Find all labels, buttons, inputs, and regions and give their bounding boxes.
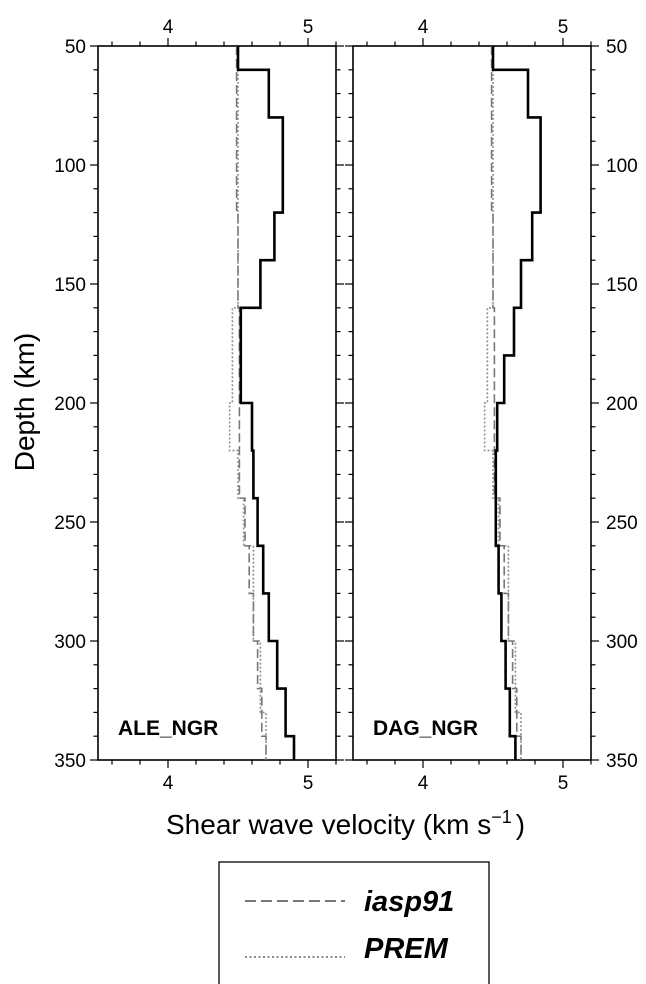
- y-tick-label-right-350: 350: [606, 751, 638, 772]
- x-axis-title-sup: −1: [491, 807, 512, 827]
- x-tick-label-bottom-ale-ngr-5: 5: [303, 773, 314, 794]
- x-tick-label-top-ale-ngr-4: 4: [163, 17, 174, 38]
- y-tick-label-left-300: 300: [54, 632, 86, 653]
- y-tick-label-left-50: 50: [65, 37, 86, 58]
- x-tick-label-top-ale-ngr-5: 5: [303, 17, 314, 38]
- y-tick-label-right-250: 250: [606, 513, 638, 534]
- panel-frame-dag-ngr: [352, 45, 592, 761]
- y-axis-title: Depth (km): [9, 333, 40, 471]
- y-tick-label-left-200: 200: [54, 394, 86, 415]
- reference-line-iasp91-dag-ngr: [490, 46, 522, 760]
- y-tick-label-left-100: 100: [54, 156, 86, 177]
- x-tick-label-bottom-dag-ngr-4: 4: [418, 773, 429, 794]
- x-axis-title: Shear wave velocity (km s−1): [166, 807, 525, 840]
- legend-label-iasp91: iasp91: [364, 886, 454, 918]
- x-tick-label-bottom-ale-ngr-4: 4: [163, 773, 174, 794]
- station-label-dag-ngr: DAG_NGR: [373, 717, 478, 740]
- panel-ale-ngr: 4 4 5 5 ALE_NGR: [90, 17, 344, 794]
- x-axis-title-main: Shear wave velocity (km s: [166, 809, 491, 840]
- y-tick-label-left-150: 150: [54, 275, 86, 296]
- panel-frame-ale-ngr: [97, 45, 337, 761]
- y-tick-label-left-350: 350: [54, 751, 86, 772]
- right-depth-axis: 50 100 150 200 250 300 350: [606, 37, 638, 772]
- left-depth-axis: 50 100 150 200 250 300 350: [54, 37, 86, 772]
- y-tick-label-right-100: 100: [606, 156, 638, 177]
- x-tick-label-top-dag-ngr-4: 4: [418, 17, 429, 38]
- legend-frame: [218, 861, 490, 984]
- station-model-line-ale-ngr: [236, 46, 296, 760]
- y-tick-label-right-200: 200: [606, 394, 638, 415]
- y-tick-label-right-300: 300: [606, 632, 638, 653]
- station-model-line-dag-ngr: [491, 46, 542, 760]
- panel-dag-ngr: 4 4 5 5 DAG_NGR: [345, 17, 599, 794]
- x-tick-label-bottom-dag-ngr-5: 5: [558, 773, 569, 794]
- legend: iasp91 PREM: [218, 861, 490, 984]
- reference-line-iasp91-ale-ngr: [235, 46, 267, 760]
- y-tick-label-right-150: 150: [606, 275, 638, 296]
- legend-label-prem: PREM: [364, 933, 449, 965]
- x-tick-label-top-dag-ngr-5: 5: [558, 17, 569, 38]
- y-tick-label-left-250: 250: [54, 513, 86, 534]
- y-tick-label-right-50: 50: [606, 37, 627, 58]
- station-label-ale-ngr: ALE_NGR: [118, 717, 218, 740]
- x-axis-title-close: ): [516, 809, 525, 840]
